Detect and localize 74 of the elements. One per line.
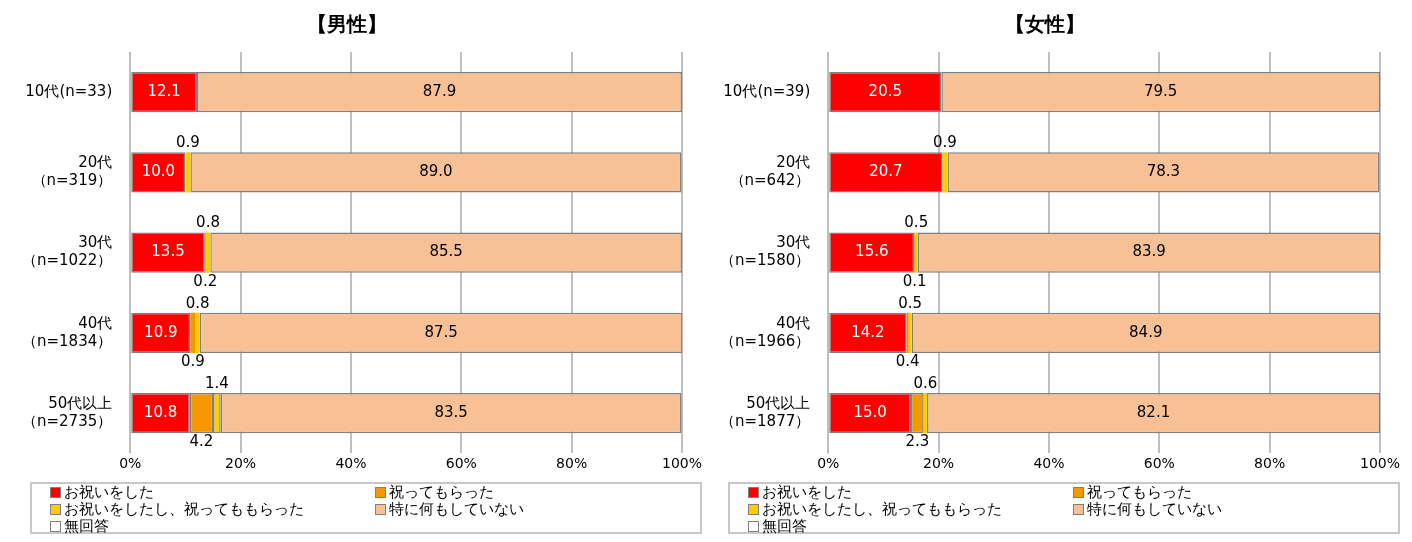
legend-label: 無回答 bbox=[64, 517, 109, 535]
data-label: 10.8 bbox=[143, 402, 178, 421]
data-label: 0.1 bbox=[902, 271, 927, 290]
data-label: 0.5 bbox=[898, 293, 923, 312]
x-tick-label: 80% bbox=[556, 455, 588, 472]
data-label: 0.6 bbox=[913, 373, 938, 392]
y-tick-label: 40代（n=1966） bbox=[720, 313, 811, 350]
data-label: 13.5 bbox=[151, 242, 185, 261]
data-label: 1.4 bbox=[204, 373, 229, 392]
y-tick-label: 30代（n=1022） bbox=[22, 233, 113, 270]
x-tick-label: 40% bbox=[335, 455, 367, 472]
bar bbox=[923, 393, 928, 434]
data-label: 84.9 bbox=[1129, 322, 1163, 341]
data-label: 83.5 bbox=[434, 402, 468, 421]
data-label: 2.3 bbox=[905, 432, 930, 451]
legend-label: お祝いをしたし、祝ってももらった bbox=[762, 500, 1002, 518]
bar bbox=[185, 152, 191, 193]
data-label: 83.9 bbox=[1132, 242, 1166, 261]
data-label: 85.5 bbox=[429, 242, 463, 261]
x-tick-label: 100% bbox=[1359, 455, 1401, 472]
data-label: 0.9 bbox=[180, 351, 205, 370]
data-label: 10.9 bbox=[144, 322, 178, 341]
x-tick-label: 0% bbox=[119, 455, 142, 472]
data-label: 20.7 bbox=[869, 162, 903, 181]
y-tick-label: 10代(n=39) bbox=[723, 82, 811, 101]
data-label: 10.0 bbox=[141, 162, 176, 181]
legend-label: 祝ってもらった bbox=[389, 483, 494, 501]
legend-label: お祝いをしたし、祝ってももらった bbox=[64, 500, 304, 518]
data-label: 15.0 bbox=[853, 402, 887, 421]
bar bbox=[195, 312, 200, 353]
data-label: 87.9 bbox=[422, 82, 457, 101]
y-tick-label: 50代以上（n=1877） bbox=[720, 393, 811, 430]
x-tick-label: 20% bbox=[923, 455, 955, 472]
y-tick-label: 20代（n=319） bbox=[31, 153, 113, 190]
y-tick-label: 30代（n=1580） bbox=[720, 233, 811, 270]
data-label: 0.8 bbox=[196, 213, 220, 232]
data-label: 0.9 bbox=[175, 133, 200, 152]
x-tick-label: 80% bbox=[1254, 455, 1286, 472]
data-label: 79.5 bbox=[1143, 82, 1178, 101]
legend-label: 特に何もしていない bbox=[389, 500, 524, 518]
legend-label: お祝いをした bbox=[762, 483, 852, 501]
x-tick-label: 0% bbox=[817, 455, 840, 472]
y-tick-label: 10代(n=33) bbox=[25, 82, 113, 101]
bar bbox=[942, 152, 948, 193]
legend-label: お祝いをした bbox=[64, 483, 154, 501]
data-label: 0.9 bbox=[933, 133, 957, 152]
chart-title: 【男性】 bbox=[307, 12, 387, 37]
data-label: 87.5 bbox=[424, 322, 458, 341]
x-tick-label: 20% bbox=[225, 455, 257, 472]
legend-label: 無回答 bbox=[762, 517, 807, 535]
x-tick-label: 100% bbox=[661, 455, 703, 472]
bar bbox=[205, 232, 211, 273]
x-tick-label: 40% bbox=[1033, 455, 1065, 472]
x-tick-label: 60% bbox=[1143, 455, 1175, 472]
chart-title: 【女性】 bbox=[1005, 12, 1085, 37]
bar bbox=[190, 312, 196, 353]
legend-label: 特に何もしていない bbox=[1087, 500, 1222, 518]
x-tick-label: 60% bbox=[445, 455, 477, 472]
y-tick-label: 20代（n=642） bbox=[729, 153, 811, 190]
legend-label: 祝ってもらった bbox=[1087, 483, 1192, 501]
data-label: 14.2 bbox=[851, 322, 885, 341]
data-label: 4.2 bbox=[189, 432, 214, 451]
data-label: 89.0 bbox=[419, 162, 453, 181]
data-label: 0.8 bbox=[185, 293, 210, 312]
data-label: 20.5 bbox=[868, 82, 903, 101]
data-label: 12.1 bbox=[147, 82, 181, 101]
data-label: 0.4 bbox=[895, 351, 920, 370]
y-tick-label: 40代（n=1834） bbox=[22, 313, 113, 350]
data-label: 15.6 bbox=[855, 242, 889, 261]
data-label: 82.1 bbox=[1136, 402, 1171, 421]
data-label: 78.3 bbox=[1146, 162, 1181, 181]
data-label: 0.5 bbox=[904, 213, 929, 232]
data-label: 0.2 bbox=[193, 271, 218, 290]
y-tick-label: 50代以上（n=2735） bbox=[22, 393, 113, 430]
